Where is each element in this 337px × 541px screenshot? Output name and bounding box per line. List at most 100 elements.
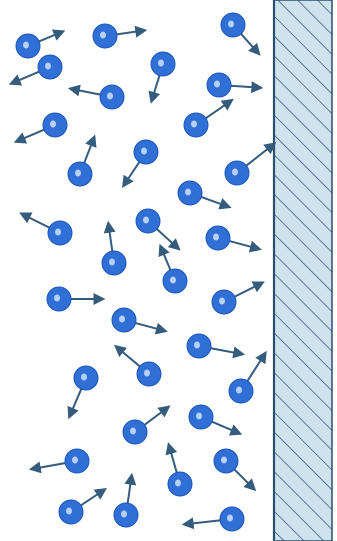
velocity-arrow [122, 159, 142, 188]
particle-highlight [75, 169, 81, 177]
particle-highlight [227, 514, 233, 522]
gas-particle [92, 23, 118, 49]
gas-particle [113, 502, 139, 528]
gas-particle [135, 208, 161, 234]
velocity-arrow [67, 386, 83, 420]
particle-highlight [191, 120, 197, 128]
gas-particle [162, 268, 188, 294]
particle-highlight [66, 507, 72, 515]
velocity-arrow [244, 142, 277, 168]
velocity-arrow [228, 81, 264, 94]
gas-particle [213, 448, 239, 474]
velocity-arrow [148, 73, 162, 104]
gas-particle [47, 220, 73, 246]
gas-particle [177, 180, 203, 206]
gas-particle [228, 378, 254, 404]
particle-highlight [100, 31, 106, 39]
velocity-arrow [78, 488, 107, 508]
velocity-arrow [124, 472, 137, 506]
velocity-arrow [238, 31, 261, 56]
velocity-arrow [208, 346, 246, 359]
particle-highlight [194, 341, 200, 349]
particle-highlight [196, 412, 202, 420]
gas-particles [15, 12, 254, 532]
gas-particle [205, 225, 231, 251]
velocity-arrow [67, 84, 103, 97]
gas-particle [224, 160, 250, 186]
particle-highlight [50, 120, 56, 128]
container-wall [272, 0, 333, 541]
particle-highlight [109, 258, 115, 266]
gas-particle [167, 471, 193, 497]
particle-highlight [221, 456, 227, 464]
velocity-arrow [103, 220, 116, 254]
particle-highlight [228, 20, 234, 28]
particle-highlight [143, 216, 149, 224]
gas-particle [101, 250, 127, 276]
particle-highlight [121, 510, 127, 518]
velocity-arrow [113, 344, 142, 369]
velocity-arrow [36, 29, 66, 44]
gas-particle [122, 419, 148, 445]
velocity-arrow [199, 195, 232, 210]
gas-particle [183, 112, 209, 138]
particle-highlight [72, 456, 78, 464]
particle-highlight [55, 228, 61, 236]
velocity-arrow [165, 442, 179, 475]
particle-highlight [130, 427, 136, 435]
gas-particle [15, 33, 41, 59]
particle-highlight [185, 188, 191, 196]
gas-particle [58, 499, 84, 525]
particle-highlight [219, 297, 225, 305]
velocity-arrow [82, 134, 97, 166]
particle-highlight [236, 386, 242, 394]
velocity-arrow [133, 321, 168, 335]
wall-body [273, 0, 333, 541]
velocity-arrow [114, 25, 148, 38]
velocity-arrow [245, 350, 267, 384]
velocity-arrow [142, 405, 171, 427]
gas-particle [220, 12, 246, 38]
velocity-arrow [181, 517, 223, 530]
particle-highlight [54, 294, 60, 302]
gas-particle [67, 161, 93, 187]
gas-particle [64, 448, 90, 474]
particle-highlight [107, 92, 113, 100]
particle-highlight [141, 147, 147, 155]
particle-highlight [175, 479, 181, 487]
velocity-arrow [19, 212, 52, 230]
gas-particle [99, 84, 125, 110]
gas-particle [73, 365, 99, 391]
gas-particle [111, 307, 137, 333]
particle-highlight [232, 168, 238, 176]
particle-highlight [170, 276, 176, 284]
gas-particle [37, 54, 63, 80]
particle-highlight [158, 59, 164, 67]
particle-highlight [119, 315, 125, 323]
particle-highlight [23, 41, 29, 49]
particle-highlight [81, 373, 87, 381]
velocity-arrow [203, 98, 234, 121]
gas-particle [206, 72, 232, 98]
velocity-arrow [158, 243, 173, 273]
gas-particle [42, 112, 68, 138]
gas-particle [186, 333, 212, 359]
particle-highlight [213, 233, 219, 241]
gas-particle [219, 506, 245, 532]
velocity-arrow [232, 281, 265, 299]
velocity-arrow [154, 226, 181, 251]
gas-particle [46, 286, 72, 312]
gas-particle [150, 51, 176, 77]
gas-particle [188, 404, 214, 430]
velocity-arrow [28, 461, 68, 474]
velocity-arrow [232, 467, 257, 492]
velocity-arrow [8, 70, 42, 86]
gas-particle [133, 139, 159, 165]
gas-particle [136, 361, 162, 387]
velocity-arrows [8, 25, 277, 530]
particle-highlight [144, 369, 150, 377]
particle-highlight [214, 80, 220, 88]
gas-particle [211, 289, 237, 315]
